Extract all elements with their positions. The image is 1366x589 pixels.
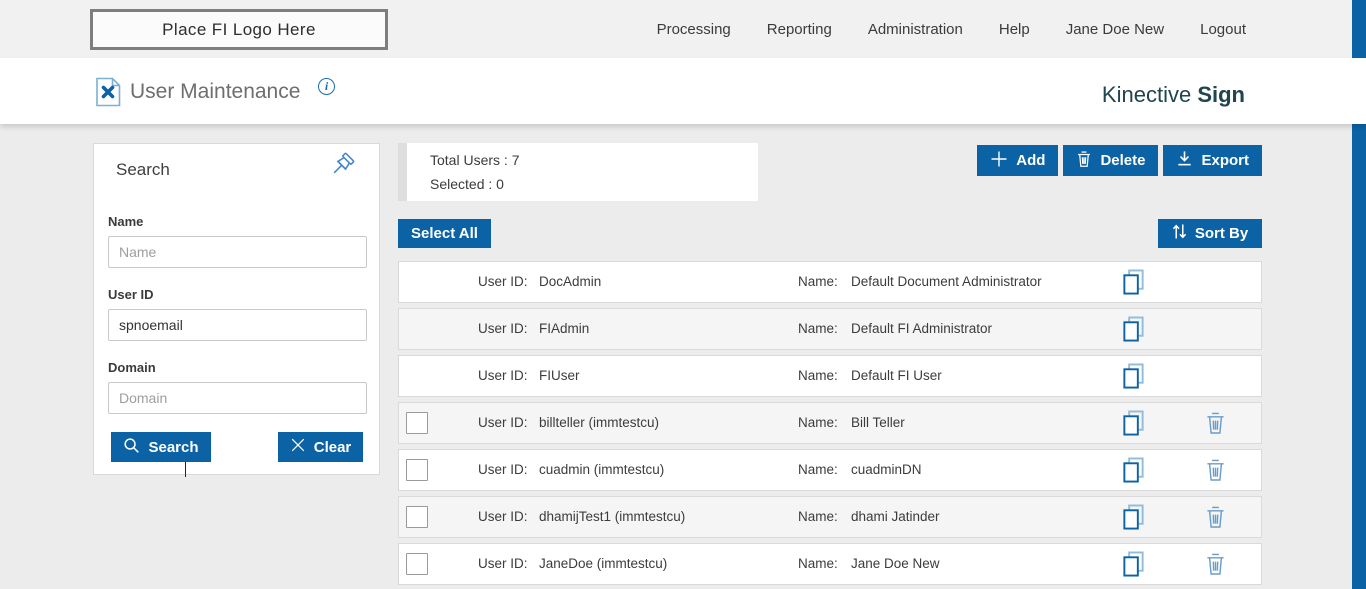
user-id-label: User ID: xyxy=(478,321,528,336)
copy-user-icon[interactable] xyxy=(1121,409,1146,441)
user-row: User ID: JaneDoe (immtestcu) Name: Jane … xyxy=(398,543,1262,585)
user-row: User ID: billteller (immtestcu) Name: Bi… xyxy=(398,402,1262,444)
row-checkbox[interactable] xyxy=(406,459,428,481)
name-value: dhami Jatinder xyxy=(851,509,940,524)
info-icon[interactable]: i xyxy=(318,78,335,95)
user-id-value: JaneDoe (immtestcu) xyxy=(539,556,668,571)
action-buttons: Add Delete Export xyxy=(977,145,1262,176)
total-users-count: Total Users : 7 xyxy=(430,152,520,168)
stats-box: Total Users : 7 Selected : 0 xyxy=(407,143,758,201)
fi-logo-placeholder: Place FI Logo Here xyxy=(90,9,388,50)
copy-user-icon[interactable] xyxy=(1121,315,1146,347)
page-title: User Maintenance xyxy=(130,80,301,103)
domain-field-label: Domain xyxy=(108,360,156,375)
right-scrollbar[interactable] xyxy=(1352,0,1366,589)
name-value: cuadminDN xyxy=(851,462,922,477)
clear-x-icon xyxy=(290,437,306,457)
delete-user-icon[interactable] xyxy=(1205,504,1226,533)
name-value: Jane Doe New xyxy=(851,556,940,571)
name-value: Bill Teller xyxy=(851,415,905,430)
export-button[interactable]: Export xyxy=(1163,145,1262,176)
top-nav-links: Processing Reporting Administration Help… xyxy=(657,0,1246,58)
name-value: Default FI Administrator xyxy=(851,321,993,336)
user-id-label: User ID: xyxy=(478,509,528,524)
stats-left-strip xyxy=(398,143,407,201)
nav-item-administration[interactable]: Administration xyxy=(867,20,963,38)
user-row: User ID: DocAdmin Name: Default Document… xyxy=(398,261,1262,303)
name-input[interactable] xyxy=(108,236,367,268)
page-header: User Maintenance i Kinective Sign xyxy=(0,58,1366,124)
name-label: Name: xyxy=(798,415,838,430)
sort-by-button[interactable]: Sort By xyxy=(1158,219,1262,248)
name-label: Name: xyxy=(798,321,838,336)
nav-item-reporting[interactable]: Reporting xyxy=(766,20,832,38)
user-id-value: dhamijTest1 (immtestcu) xyxy=(539,509,686,524)
name-label: Name: xyxy=(798,556,838,571)
user-id-value: FIAdmin xyxy=(539,321,590,336)
brand-name: Kinective xyxy=(1101,82,1192,107)
trash-icon xyxy=(1076,150,1092,172)
search-panel: Search Name User ID Domain Search Clear xyxy=(93,143,380,477)
name-label: Name: xyxy=(798,368,838,383)
user-id-input[interactable] xyxy=(108,309,367,341)
user-id-value: DocAdmin xyxy=(539,274,602,289)
domain-input[interactable] xyxy=(108,382,367,414)
sort-arrows-icon xyxy=(1172,222,1187,245)
copy-user-icon[interactable] xyxy=(1121,503,1146,535)
nav-item-processing[interactable]: Processing xyxy=(656,20,731,38)
user-row: User ID: cuadmin (immtestcu) Name: cuadm… xyxy=(398,449,1262,491)
nav-item-user-name[interactable]: Jane Doe New xyxy=(1065,20,1165,38)
clear-button[interactable]: Clear xyxy=(278,432,363,462)
user-maintenance-icon xyxy=(95,77,121,112)
brand-logo: Kinective Sign xyxy=(1102,82,1245,108)
top-nav-bar: Place FI Logo Here Processing Reporting … xyxy=(0,0,1366,58)
search-icon xyxy=(123,437,140,458)
plus-icon xyxy=(990,150,1008,172)
text-cursor xyxy=(185,460,186,477)
fi-logo-text: Place FI Logo Here xyxy=(162,19,316,39)
pin-icon[interactable] xyxy=(327,152,355,185)
user-id-label: User ID: xyxy=(478,415,528,430)
nav-item-logout[interactable]: Logout xyxy=(1200,20,1246,38)
name-value: Default FI User xyxy=(851,368,942,383)
add-button[interactable]: Add xyxy=(977,145,1059,176)
name-label: Name: xyxy=(798,462,838,477)
select-all-button[interactable]: Select All xyxy=(398,219,491,248)
user-id-value: cuadmin (immtestcu) xyxy=(539,462,665,477)
user-row: User ID: dhamijTest1 (immtestcu) Name: d… xyxy=(398,496,1262,538)
search-panel-title: Search xyxy=(116,160,170,179)
name-value: Default Document Administrator xyxy=(851,274,1042,289)
brand-product: Sign xyxy=(1197,82,1245,107)
copy-user-icon[interactable] xyxy=(1121,362,1146,394)
name-label: Name: xyxy=(798,509,838,524)
delete-user-icon[interactable] xyxy=(1205,457,1226,486)
user-id-value: FIUser xyxy=(539,368,580,383)
user-row: User ID: FIAdmin Name: Default FI Admini… xyxy=(398,308,1262,350)
delete-user-icon[interactable] xyxy=(1205,551,1226,580)
row-checkbox[interactable] xyxy=(406,506,428,528)
delete-user-icon[interactable] xyxy=(1205,410,1226,439)
delete-button[interactable]: Delete xyxy=(1063,145,1159,176)
user-id-label: User ID: xyxy=(478,556,528,571)
user-id-label: User ID: xyxy=(478,274,528,289)
user-id-label: User ID: xyxy=(478,368,528,383)
user-id-field-label: User ID xyxy=(108,287,154,302)
selected-count: Selected : 0 xyxy=(430,176,504,192)
nav-item-help[interactable]: Help xyxy=(998,20,1030,38)
download-icon xyxy=(1176,150,1193,171)
user-row: User ID: FIUser Name: Default FI User xyxy=(398,355,1262,397)
user-list: User ID: DocAdmin Name: Default Document… xyxy=(398,261,1262,589)
search-button[interactable]: Search xyxy=(111,432,211,462)
copy-user-icon[interactable] xyxy=(1121,550,1146,582)
user-id-value: billteller (immtestcu) xyxy=(539,415,660,430)
name-field-label: Name xyxy=(108,214,144,229)
user-id-label: User ID: xyxy=(478,462,528,477)
row-checkbox[interactable] xyxy=(406,553,428,575)
row-checkbox[interactable] xyxy=(406,412,428,434)
copy-user-icon[interactable] xyxy=(1121,456,1146,488)
copy-user-icon[interactable] xyxy=(1121,268,1146,300)
name-label: Name: xyxy=(798,274,838,289)
